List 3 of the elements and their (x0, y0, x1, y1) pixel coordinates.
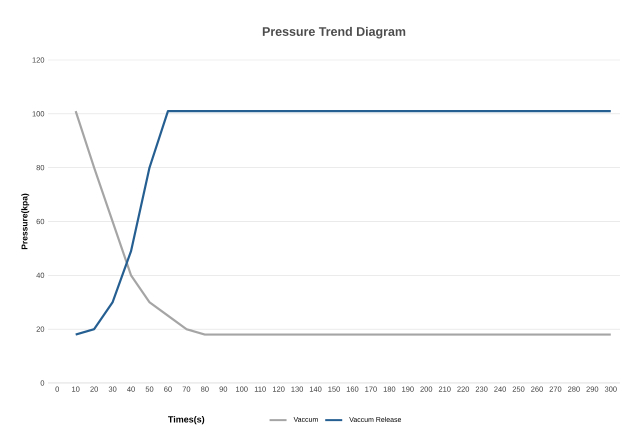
chart-title: Pressure Trend Diagram (262, 26, 406, 38)
y-axis-title: Pressure(kpa) (21, 194, 30, 250)
x-axis-title: Times(s) (168, 416, 204, 424)
